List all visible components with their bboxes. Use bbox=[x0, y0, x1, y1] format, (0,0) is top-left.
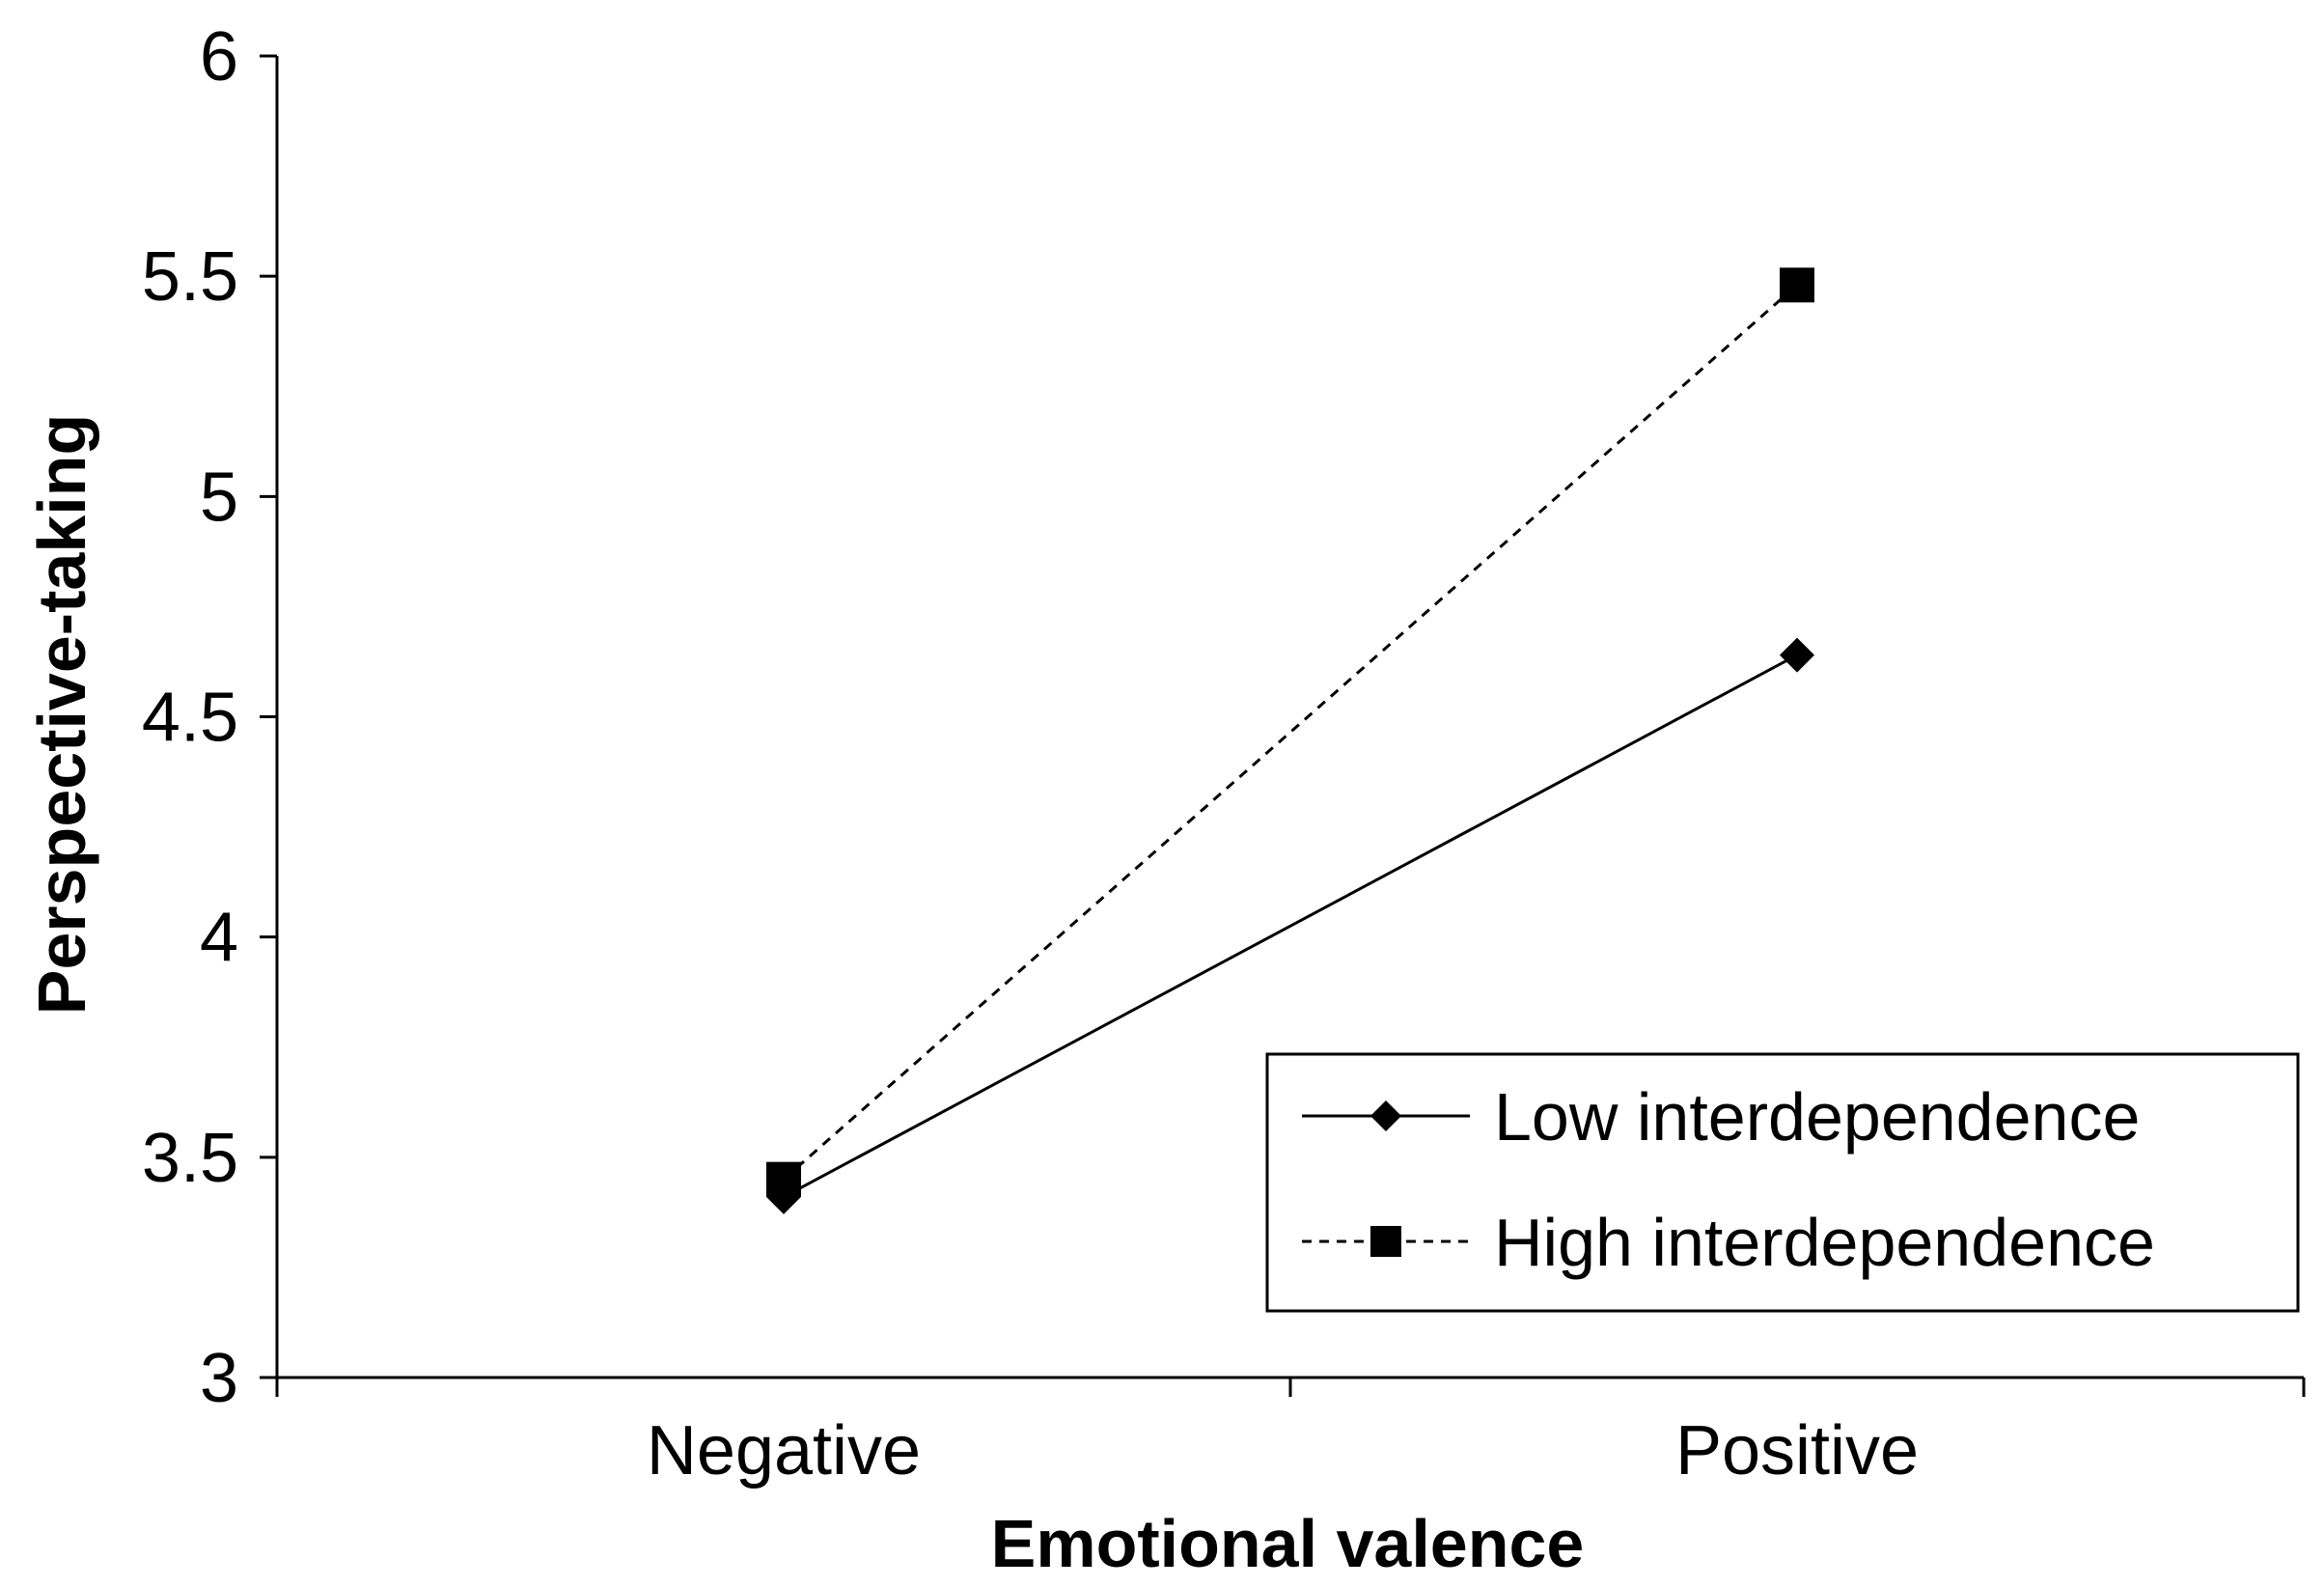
legend-label: Low interdependence bbox=[1494, 1079, 2140, 1155]
x-tick-label: Negative bbox=[647, 1412, 921, 1490]
y-tick-label: 5.5 bbox=[142, 238, 238, 316]
legend-box bbox=[1265, 1052, 2300, 1313]
series-high-interdependence bbox=[766, 267, 1814, 1197]
chart-legend: Low interdependence High interdependence bbox=[1265, 1052, 2300, 1313]
data-point-square bbox=[1780, 267, 1814, 303]
x-axis-title: Emotional valence bbox=[991, 1506, 1585, 1581]
series-line bbox=[783, 654, 1798, 1199]
y-axis-title: Perspective-taking bbox=[24, 414, 99, 1015]
data-point-diamond bbox=[1780, 637, 1814, 673]
y-tick-label: 5 bbox=[200, 459, 238, 536]
y-axis-ticks: 3 3.5 4 4.5 5 5.5 6 bbox=[142, 18, 277, 1417]
y-tick-label: 4.5 bbox=[142, 680, 238, 757]
y-tick-label: 4 bbox=[200, 900, 238, 977]
chart-series bbox=[766, 267, 1814, 1214]
y-tick-label: 6 bbox=[200, 18, 238, 96]
y-tick-label: 3 bbox=[200, 1340, 238, 1417]
legend-marker-diamond bbox=[1370, 1100, 1401, 1131]
legend-marker-square bbox=[1370, 1226, 1401, 1257]
data-point-square bbox=[766, 1161, 801, 1197]
y-tick-label: 3.5 bbox=[142, 1120, 238, 1197]
x-axis-ticks: Negative Positive bbox=[275, 1378, 2306, 1490]
x-tick-label: Positive bbox=[1675, 1412, 1919, 1490]
series-line bbox=[783, 284, 1798, 1181]
legend-label: High interdependence bbox=[1494, 1205, 2155, 1280]
